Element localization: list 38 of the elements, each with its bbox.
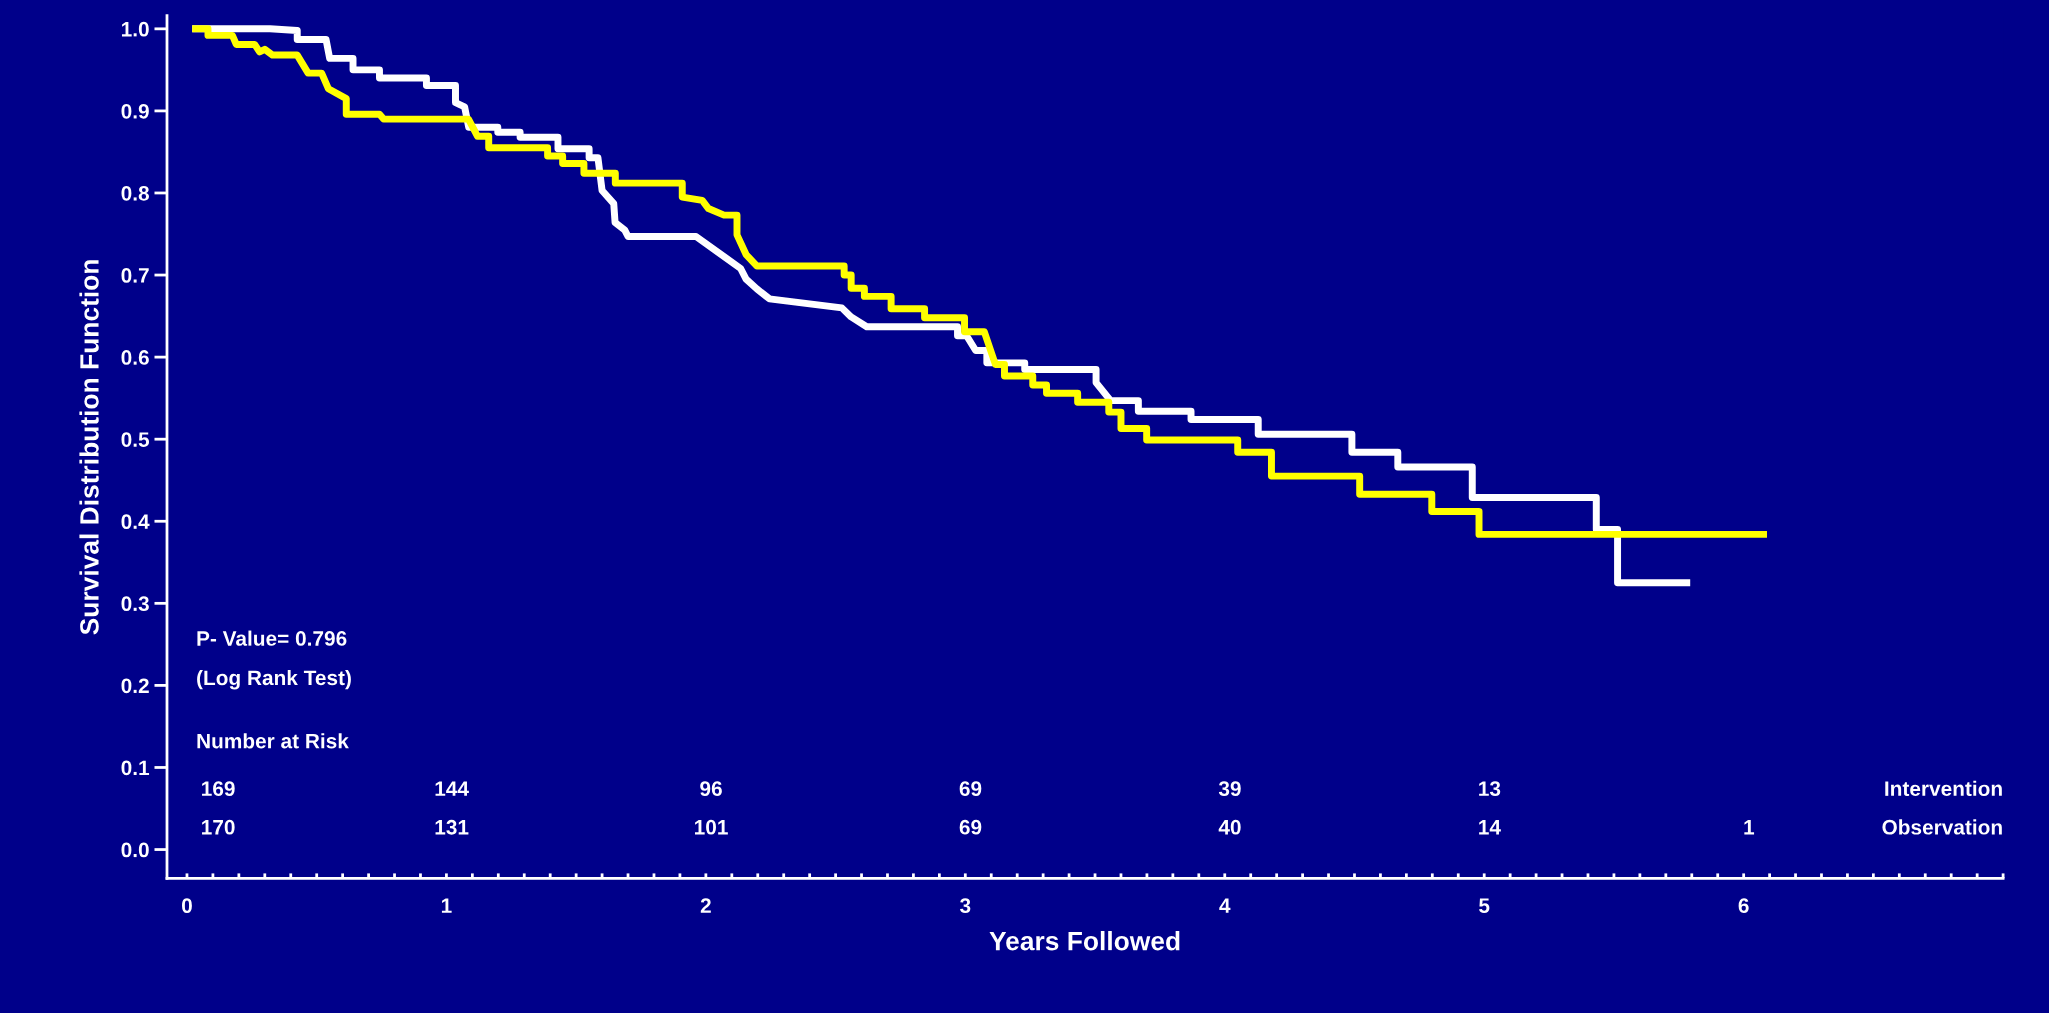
annotation: 131	[435, 819, 469, 835]
annotation: Observation	[1882, 819, 2002, 835]
y-tick-label: 0.8	[121, 185, 149, 201]
y-tick-label: 0.4	[121, 514, 150, 530]
annotation: 14	[1479, 820, 1501, 835]
y-tick-label: 1.0	[121, 21, 149, 37]
annotation: 144	[435, 781, 469, 796]
annotation: (Log Rank Test)	[197, 669, 351, 690]
annotation: 96	[700, 781, 722, 797]
x-tick-label: 4	[1219, 898, 1231, 913]
x-tick-label: 1	[441, 898, 452, 913]
y-axis-title: Survival Distribution Function	[79, 260, 99, 635]
annotation: 13	[1479, 781, 1501, 797]
y-tick-label: 0.3	[121, 596, 149, 612]
annotation: 1	[1744, 820, 1755, 835]
x-tick-label: 2	[700, 898, 711, 913]
x-tick-label: 0	[182, 898, 192, 914]
annotation: 69	[959, 819, 982, 835]
annotation: 101	[694, 819, 728, 835]
y-tick-label: 0.7	[121, 268, 149, 283]
y-tick-label: 0.2	[121, 678, 149, 694]
x-tick-label: 3	[960, 898, 971, 914]
y-tick-label: 0.6	[121, 350, 149, 365]
annotation: P- Value= 0.796	[197, 630, 347, 646]
y-tick-label: 0.5	[121, 432, 150, 447]
y-tick-label: 0.9	[121, 103, 149, 119]
annotation: Number at Risk	[197, 733, 349, 749]
annotation: 40	[1218, 819, 1241, 835]
annotation: 170	[202, 819, 235, 835]
x-tick-label: 5	[1479, 898, 1490, 914]
annotation: Intervention	[1885, 780, 2002, 797]
x-axis-title: Years Followed	[989, 931, 1180, 951]
x-tick-label: 6	[1738, 898, 1749, 914]
y-tick-label: 0.1	[121, 760, 150, 776]
annotation: 69	[959, 781, 982, 797]
annotation: 39	[1218, 781, 1241, 797]
y-tick-label: 0.0	[121, 842, 149, 858]
annotation: 169	[202, 781, 235, 797]
